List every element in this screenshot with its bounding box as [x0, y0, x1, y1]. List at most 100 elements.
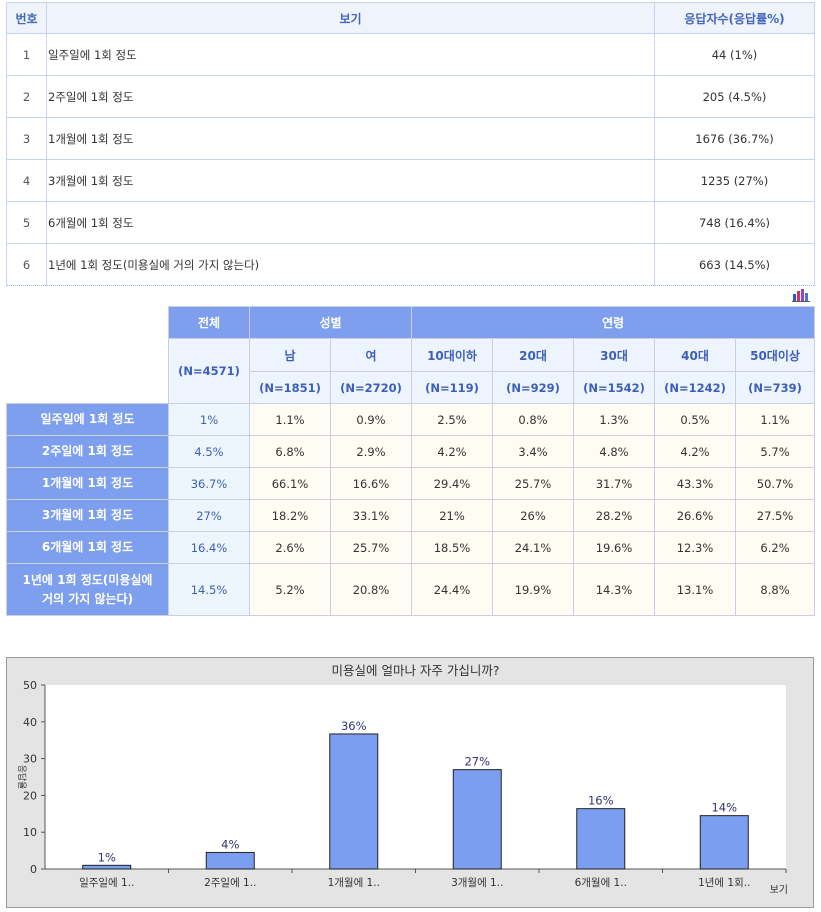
row-option: 1개월에 1회 정도 [46, 117, 655, 160]
crosstab-cell: 20.8% [330, 563, 412, 616]
col-n: (N=929) [492, 371, 574, 404]
age-header: 연령 [410, 306, 816, 339]
row-count: 1235 (27%) [654, 159, 815, 202]
crosstab-cell: 21% [411, 499, 493, 532]
crosstab-cell: 18.5% [411, 531, 493, 564]
crosstab-cell: 26% [492, 499, 574, 532]
col-n: (N=2720) [330, 371, 412, 404]
crosstab-row: 1년에 1회 정도(미용실에 거의 가지 않는다) 14.5% 5.2% 20.8% 24… [6, 563, 816, 616]
crosstab-cell: 5.7% [734, 435, 816, 468]
table-row: 4 3개월에 1회 정도 1235 (27%) [6, 159, 815, 202]
col-n: (N=739) [734, 371, 816, 404]
crosstab-cell: 12.3% [654, 531, 736, 564]
bar [205, 851, 255, 870]
crosstab-row: 6개월에 1회 정도 16.4% 2.6% 25.7% 18.5% 24.1% 19.6% 1… [6, 531, 816, 564]
bar-data-label: 14% [711, 801, 737, 815]
crosstab-cell: 19.9% [492, 563, 574, 616]
crosstab-cell: 25.7% [492, 467, 574, 500]
y-tick-label: 0 [30, 863, 37, 876]
row-no: 5 [6, 201, 47, 244]
crosstab-cell: 8.8% [734, 563, 816, 616]
response-table-header: 번호 보기 응답자수(응답률%) [6, 2, 815, 34]
header-option: 보기 [46, 2, 655, 34]
y-tick-label: 30 [23, 753, 37, 766]
bar-data-label: 4% [221, 837, 239, 851]
col-n: (N=1242) [654, 371, 736, 404]
col-label: 10대이하 [411, 338, 493, 372]
x-tick-label: 3개월에 1.. [451, 877, 503, 889]
col-n: (N=1542) [573, 371, 655, 404]
col-label: 남 [249, 338, 331, 372]
crosstab-cell: 2.5% [411, 403, 493, 436]
crosstab-row: 1개월에 1회 정도 36.7% 66.1% 16.6% 29.4% 25.7% 31.7%… [6, 467, 816, 500]
crosstab-cell: 1.1% [249, 403, 331, 436]
row-option: 2주일에 1회 정도 [46, 75, 655, 118]
total-n: (N=4571) [168, 338, 250, 404]
row-option: 일주일에 1회 정도 [46, 33, 655, 76]
y-tick-label: 20 [23, 789, 37, 802]
x-axis-label: 보기 [770, 884, 788, 896]
crosstab-total-cell: 16.4% [168, 531, 250, 564]
crosstab-cell: 2.6% [249, 531, 331, 564]
response-table: 번호 보기 응답자수(응답률%) 1 일주일에 1회 정도 44 (1%) 2 … [6, 2, 815, 286]
crosstab-row-label: 1개월에 1회 정도 [6, 467, 169, 500]
table-row: 5 6개월에 1회 정도 748 (16.4%) [6, 201, 815, 244]
header-count: 응답자수(응답률%) [654, 2, 815, 34]
chart-title: 미용실에 얼마나 자주 가십니까? [331, 663, 499, 678]
bar [82, 864, 132, 870]
crosstab-cell: 18.2% [249, 499, 331, 532]
x-tick-label: 6개월에 1.. [575, 877, 627, 889]
crosstab-cell: 19.6% [573, 531, 655, 564]
bar-chart-svg: 미용실에 얼마나 자주 가십니까? 0 10 20 30 40 50 응답율 1% 일주일에 1.… [16, 663, 788, 896]
y-tick-label: 10 [23, 826, 37, 839]
gender-header: 성별 [249, 306, 412, 339]
x-tick-label: 2주일에 1.. [204, 876, 256, 889]
row-option: 6개월에 1회 정도 [46, 201, 655, 244]
col-n: (N=1851) [249, 371, 331, 404]
crosstab-cell: 5.2% [249, 563, 331, 616]
crosstab-cell: 33.1% [330, 499, 412, 532]
crosstab-total-cell: 27% [168, 499, 250, 532]
crosstab-cell: 14.3% [573, 563, 655, 616]
crosstab-cell: 6.2% [734, 531, 816, 564]
row-label-line: 1년에 1회 정도(미용실에 [22, 572, 153, 587]
col-label: 30대 [573, 338, 655, 372]
bar-data-label: 27% [464, 755, 490, 769]
total-header: 전체 [168, 306, 250, 339]
crosstab-row-label: 일주일에 1회 정도 [6, 403, 169, 436]
bar-data-label: 1% [98, 850, 116, 864]
crosstab-cell: 4.8% [573, 435, 655, 468]
bar-chart-icon[interactable] [792, 288, 810, 302]
bar-data-label: 16% [588, 794, 614, 808]
bar [699, 815, 749, 870]
row-no: 2 [6, 75, 47, 118]
row-no: 4 [6, 159, 47, 202]
col-label: 40대 [654, 338, 736, 372]
crosstab-cell: 4.2% [654, 435, 736, 468]
crosstab-row-label: 3개월에 1회 정도 [6, 499, 169, 532]
crosstab-corner [6, 306, 169, 404]
crosstab-total-cell: 36.7% [168, 467, 250, 500]
crosstab-row-label: 6개월에 1회 정도 [6, 531, 169, 564]
crosstab-cell: 28.2% [573, 499, 655, 532]
crosstab-cell: 24.4% [411, 563, 493, 616]
crosstab-total-cell: 14.5% [168, 563, 250, 616]
crosstab-cell: 26.6% [654, 499, 736, 532]
table-row: 6 1년에 1회 정도(미용실에 거의 가지 않는다) 663 (14.5%) [6, 243, 815, 286]
crosstab-cell: 27.5% [734, 499, 816, 532]
crosstab-cell: 0.5% [654, 403, 736, 436]
crosstab-cell: 43.3% [654, 467, 736, 500]
crosstab-row: 일주일에 1회 정도 1% 1.1% 0.9% 2.5% 0.8% 1.3% 0.5% 1.1% [6, 403, 816, 436]
crosstab-cell: 0.8% [492, 403, 574, 436]
row-count: 748 (16.4%) [654, 201, 815, 244]
table-row: 3 1개월에 1회 정도 1676 (36.7%) [6, 117, 815, 160]
crosstab-total-cell: 1% [168, 403, 250, 436]
crosstab-cell: 16.6% [330, 467, 412, 500]
crosstab-row: 3개월에 1회 정도 27% 18.2% 33.1% 21% 26% 28.2% 26.6% 2… [6, 499, 816, 532]
row-count: 1676 (36.7%) [654, 117, 815, 160]
y-tick-label: 40 [23, 716, 37, 729]
crosstab-cell: 29.4% [411, 467, 493, 500]
row-no: 3 [6, 117, 47, 160]
crosstab-cell: 2.9% [330, 435, 412, 468]
crosstab-cell: 25.7% [330, 531, 412, 564]
